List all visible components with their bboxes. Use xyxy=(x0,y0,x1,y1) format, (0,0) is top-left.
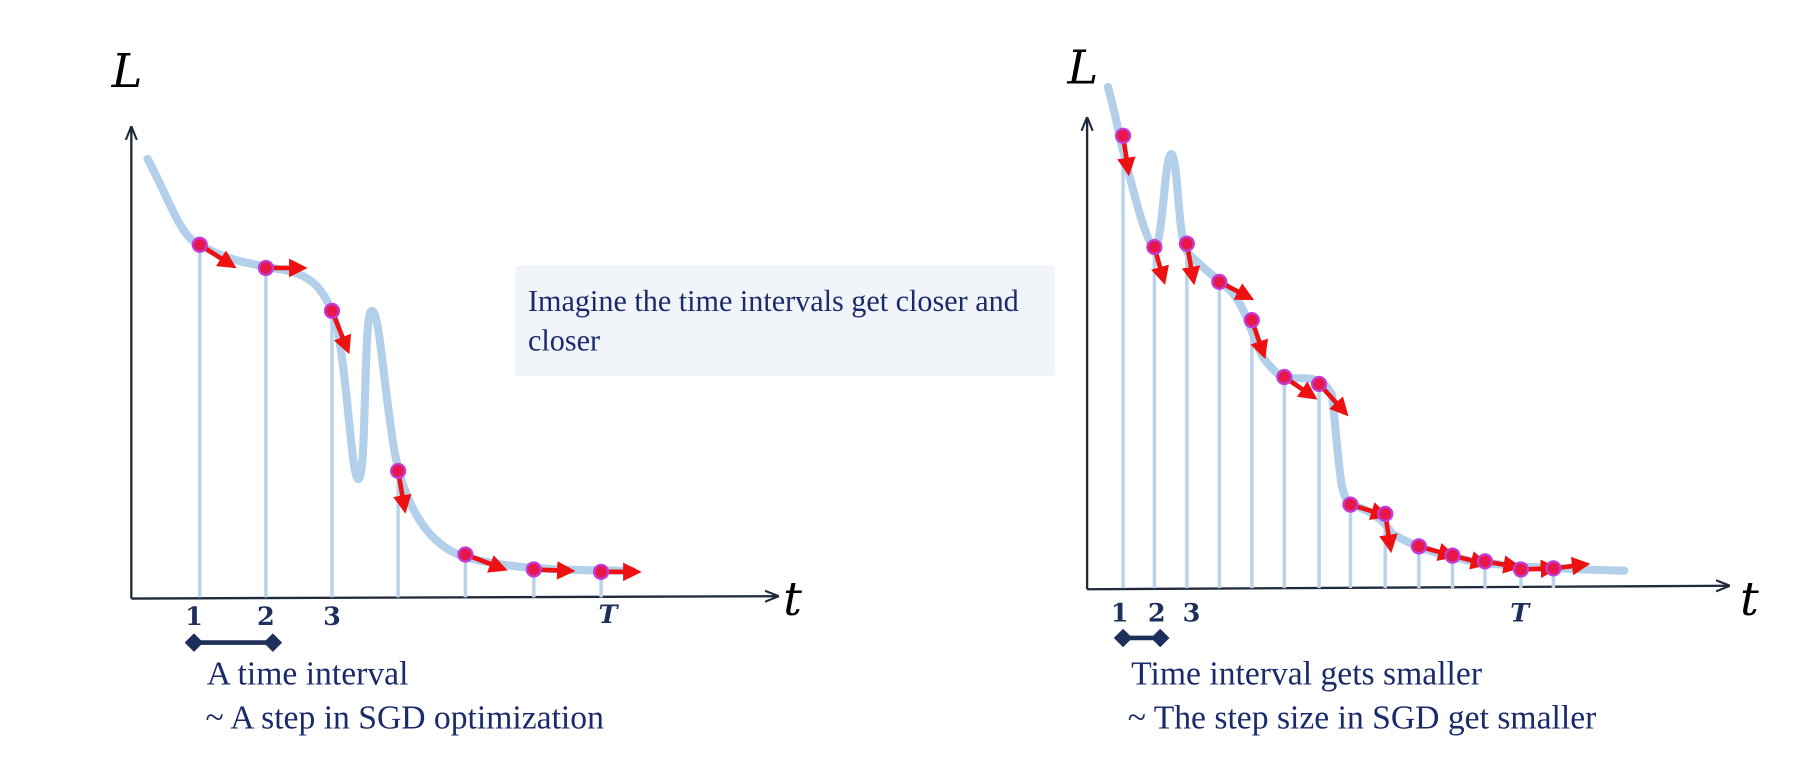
sgd-point xyxy=(191,236,208,253)
sgd-point xyxy=(1444,547,1461,564)
caption: ~ The step size in SGD get smaller xyxy=(1128,699,1597,736)
caption: ~ A step in SGD optimization xyxy=(206,699,605,736)
sgd-point xyxy=(1114,127,1132,144)
x-axis xyxy=(1087,586,1728,589)
sgd-point xyxy=(1243,312,1260,329)
tick-label: 1 xyxy=(185,602,203,632)
sgd-point xyxy=(1211,273,1228,290)
left-panel: L t 1 2 3 T A time interval ~ A step in … xyxy=(111,44,803,736)
tick-label: T xyxy=(599,600,620,630)
x-axis-label: t xyxy=(783,572,802,626)
y-axis-label: L xyxy=(111,44,143,98)
sgd-point xyxy=(1545,560,1562,577)
note-box: Imagine the time intervals get closer an… xyxy=(515,265,1055,376)
tick-label: T xyxy=(1510,599,1531,629)
sgd-point xyxy=(1410,538,1427,555)
tick-label: 1 xyxy=(1111,599,1129,629)
sgd-point xyxy=(1377,505,1394,522)
sgd-point xyxy=(323,302,341,319)
sgd-point xyxy=(257,259,274,277)
right-panel: L t 1 2 3 T Time interval gets smaller ~… xyxy=(1066,41,1759,737)
sgd-point xyxy=(1476,553,1494,570)
sgd-point xyxy=(1342,496,1359,513)
sgd-point xyxy=(389,462,407,480)
y-axis-label: L xyxy=(1066,41,1098,95)
sgd-point xyxy=(1146,238,1163,256)
sgd-point xyxy=(1178,235,1195,252)
x-axis xyxy=(131,596,777,598)
tick-label: 3 xyxy=(1183,599,1201,629)
sgd-point xyxy=(1310,375,1328,393)
sgd-point xyxy=(592,563,610,580)
caption: A time interval xyxy=(207,655,409,692)
tick-label: 2 xyxy=(257,602,275,632)
sgd-point xyxy=(457,546,474,563)
tick-label: 2 xyxy=(1148,599,1166,629)
note: Imagine the time intervals get closer an… xyxy=(515,265,1055,376)
caption: Time interval gets smaller xyxy=(1131,655,1482,692)
loss-curve xyxy=(143,154,637,575)
x-axis-label: t xyxy=(1740,572,1759,626)
sgd-point xyxy=(1276,368,1293,386)
tick-label: 3 xyxy=(323,602,341,632)
sgd-point xyxy=(1512,561,1530,578)
sgd-point xyxy=(525,561,542,578)
